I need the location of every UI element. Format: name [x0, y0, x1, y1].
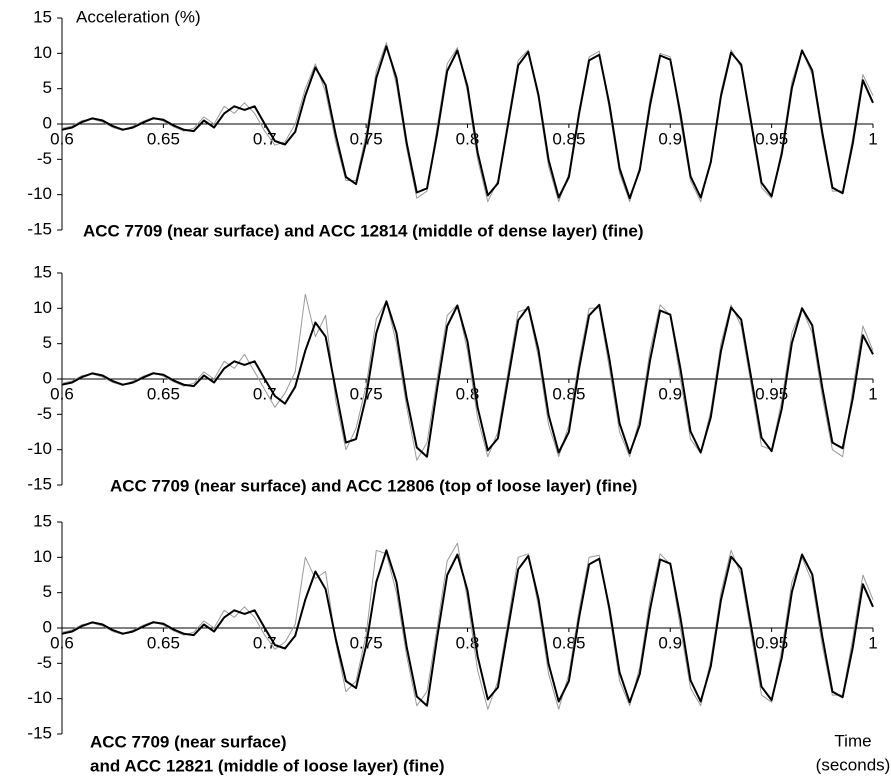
y-tick-label: -5	[37, 653, 52, 672]
x-tick-label: 0.95	[755, 384, 788, 403]
y-tick-label: -10	[27, 688, 52, 707]
y-tick-label: -10	[27, 439, 52, 458]
x-tick-label: 0.65	[147, 633, 180, 652]
x-tick-label: 0.6	[50, 384, 74, 403]
x-tick-label: 1	[868, 129, 877, 148]
y-tick-label: 10	[33, 547, 52, 566]
x-tick-label: 0.6	[50, 633, 74, 652]
data-line	[61, 300, 874, 458]
caption: ACC 7709 (near surface) and ACC 12814 (m…	[83, 221, 644, 240]
y-tick-label: 5	[43, 582, 52, 601]
x-tick-label: 0.95	[755, 129, 788, 148]
y-tick-label: 15	[33, 262, 52, 281]
x-axis-label: Time	[834, 731, 871, 750]
x-tick-label: 0.85	[552, 633, 585, 652]
y-tick-label: -15	[27, 474, 52, 493]
x-tick-label: 0.65	[147, 129, 180, 148]
data-line	[61, 549, 874, 707]
caption: ACC 7709 (near surface)	[90, 732, 287, 751]
y-tick-label: -5	[37, 404, 52, 423]
x-tick-label: 0.85	[552, 129, 585, 148]
data-line	[61, 293, 874, 461]
x-tick-label: 0.9	[658, 129, 682, 148]
x-tick-label: 1	[868, 633, 877, 652]
y-tick-label: 0	[43, 617, 52, 636]
y-tick-label: 10	[33, 298, 52, 317]
x-tick-label: 0.65	[147, 384, 180, 403]
y-tick-label: 15	[33, 511, 52, 530]
y-tick-label: 15	[33, 7, 52, 26]
x-tick-label: 0.6	[50, 129, 74, 148]
data-line	[61, 542, 874, 710]
x-tick-label: 0.95	[755, 633, 788, 652]
data-line	[61, 45, 874, 200]
y-tick-label: 10	[33, 43, 52, 62]
y-tick-label: -5	[37, 149, 52, 168]
caption: ACC 7709 (near surface) and ACC 12806 (t…	[110, 476, 637, 495]
y-tick-label: -15	[27, 219, 52, 238]
y-tick-label: -15	[27, 723, 52, 742]
y-tick-label: 0	[43, 113, 52, 132]
y-tick-label: 0	[43, 368, 52, 387]
x-tick-label: 0.9	[658, 384, 682, 403]
x-tick-label: 0.85	[552, 384, 585, 403]
y-tick-label: 5	[43, 333, 52, 352]
y-axis-label: Acceleration (%)	[76, 7, 201, 26]
caption: and ACC 12821 (middle of loose layer) (f…	[90, 756, 445, 775]
x-tick-label: 0.9	[658, 633, 682, 652]
x-axis-label: (seconds)	[816, 755, 891, 774]
x-tick-label: 1	[868, 384, 877, 403]
y-tick-label: 5	[43, 78, 52, 97]
y-tick-label: -10	[27, 184, 52, 203]
